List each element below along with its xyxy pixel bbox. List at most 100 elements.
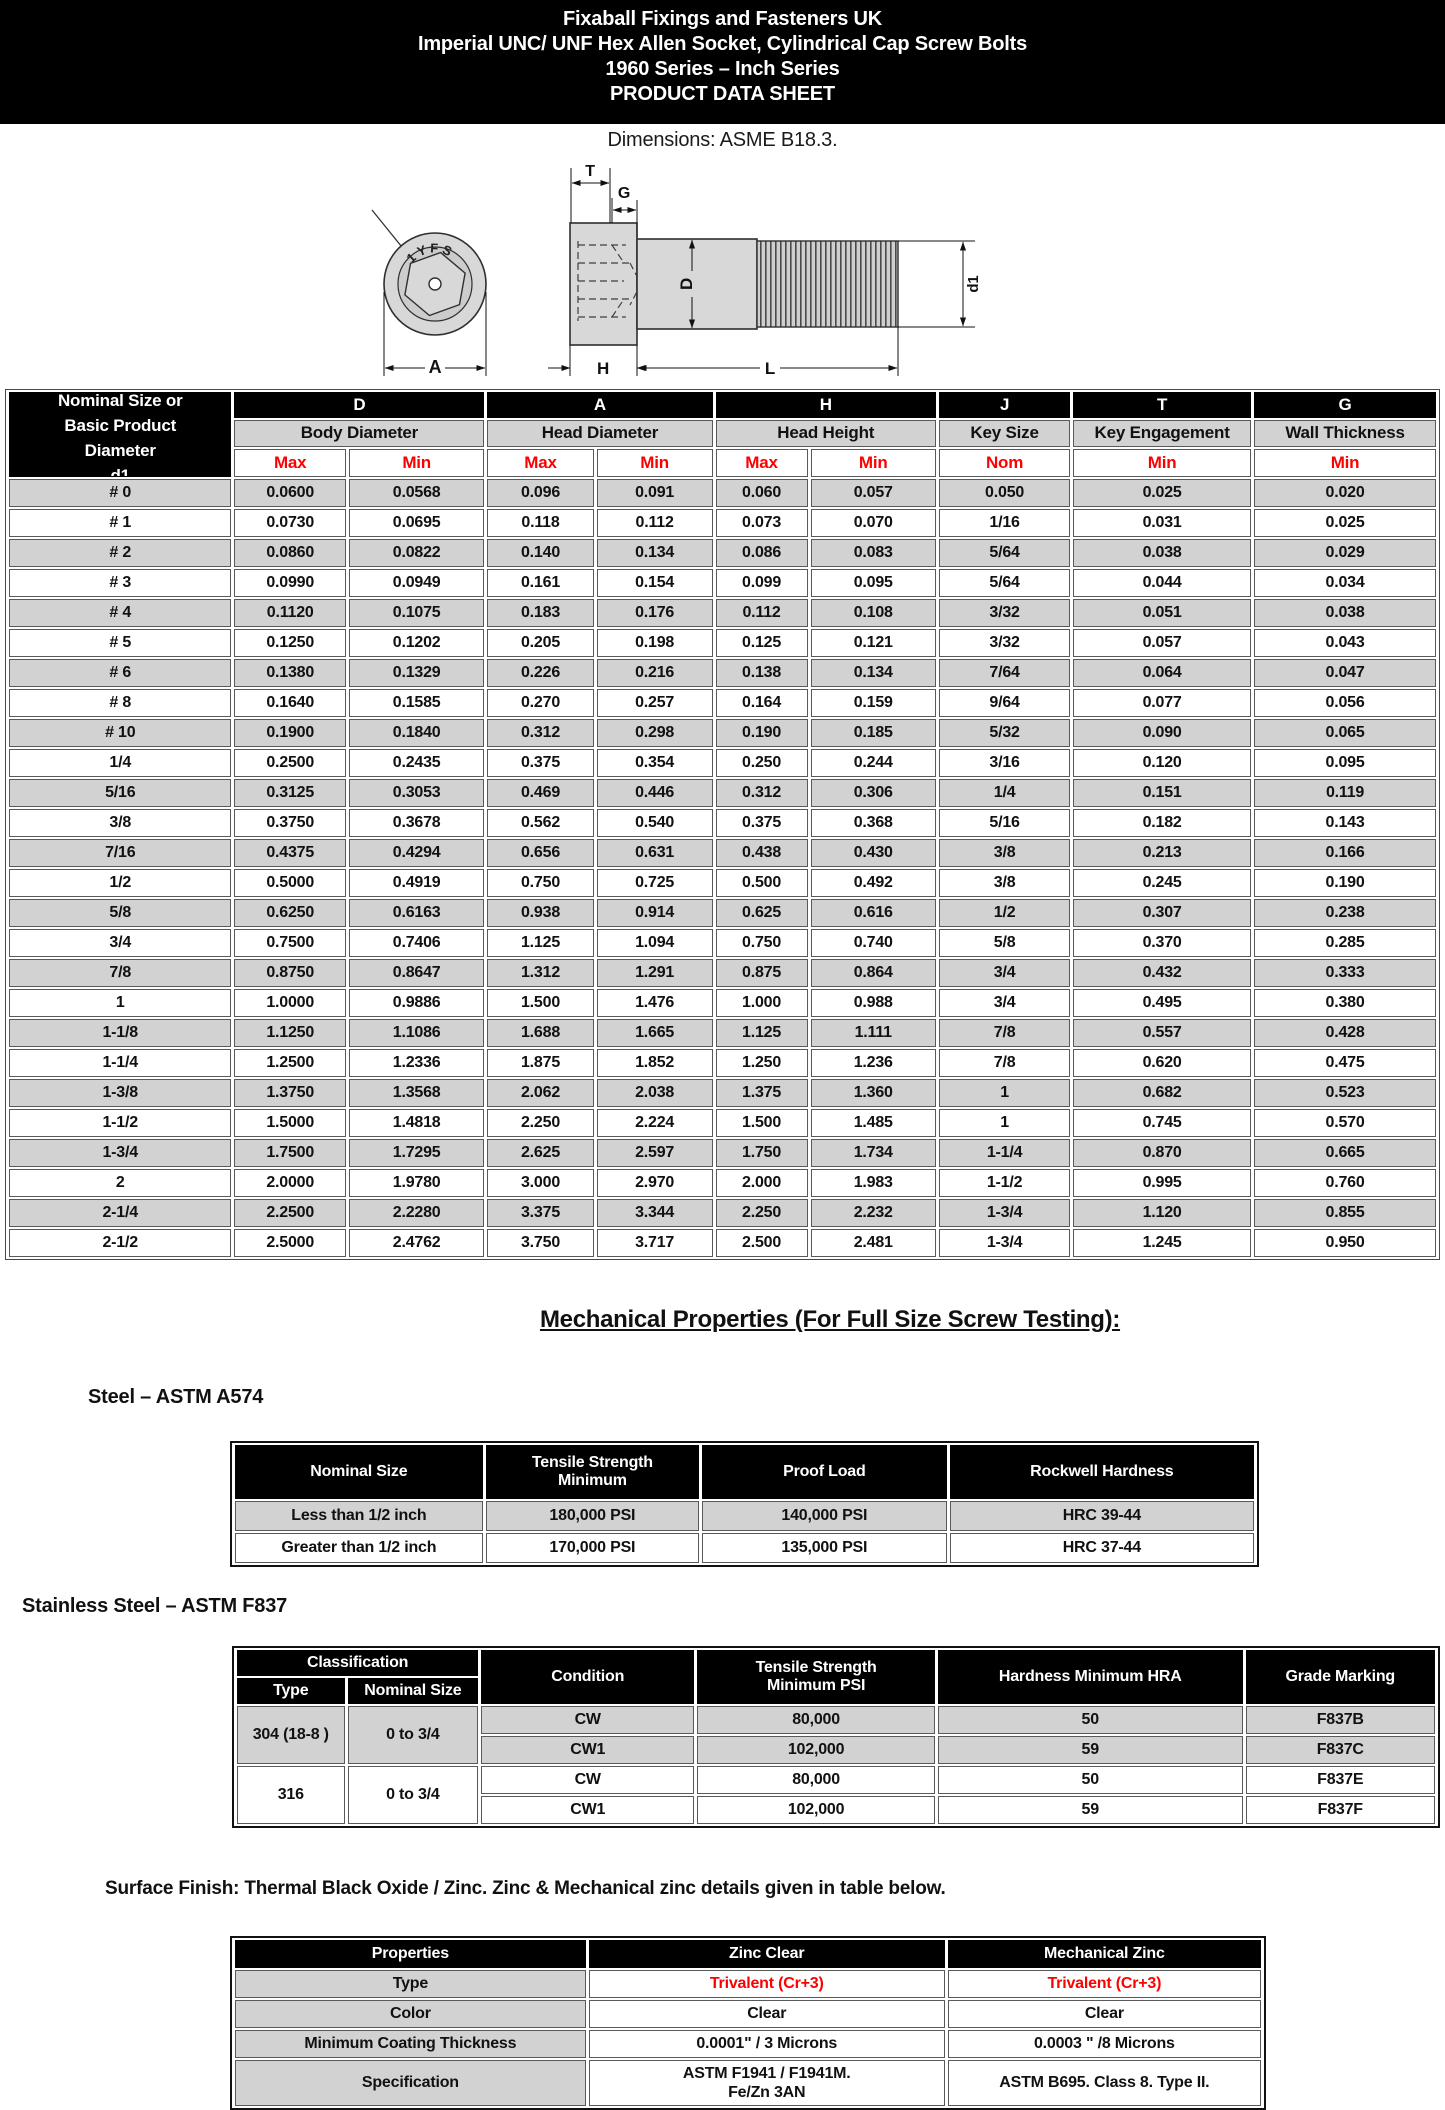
key-size-cell: 5/8 [938,929,1071,957]
nominal-size-cell: 1-1/2 [9,1109,232,1137]
spec-table-row: 1-1/4 1.2500 1.2336 1.875 1.852 1.250 1.… [9,1049,1436,1077]
sub-header-min: Min [348,449,485,477]
body-diameter-max-cell: 0.2500 [234,749,346,777]
head-diameter-max-cell: 0.205 [487,629,594,657]
head-diameter-max-cell: 0.938 [487,899,594,927]
nominal-size-cell: # 4 [9,599,232,627]
spec-table-row: # 10 0.1900 0.1840 0.312 0.298 0.190 0.1… [9,719,1436,747]
nominal-size-header: Nominal Size [347,1678,479,1704]
spec-table-row: 2 2.0000 1.9780 3.000 2.970 2.000 1.983 … [9,1169,1436,1197]
key-engagement-cell: 0.370 [1073,929,1252,957]
body-diameter-max-cell: 2.5000 [234,1229,346,1257]
nominal-size-cell: # 2 [9,539,232,567]
spec-table-row: 1-3/4 1.7500 1.7295 2.625 2.597 1.750 1.… [9,1139,1436,1167]
head-diameter-min-cell: 3.344 [596,1199,713,1227]
body-diameter-max-cell: 0.3125 [234,779,346,807]
key-size-cell: 7/64 [938,659,1071,687]
wall-thickness-cell: 0.029 [1254,539,1436,567]
proof-load-cell: 140,000 PSI [702,1501,947,1531]
zinc-clear-thickness: 0.0001" / 3 Microns [588,2030,945,2058]
head-height-min-cell: 0.095 [810,569,936,597]
dim-label-g: G [618,185,630,202]
dim-label-d: D [677,278,696,290]
head-height-min-cell: 0.864 [810,959,936,987]
group-letter-T: T [1073,392,1252,418]
key-size-cell: 3/4 [938,959,1071,987]
body-diameter-max-cell: 1.5000 [234,1109,346,1137]
key-size-cell: 7/8 [938,1049,1071,1077]
head-diameter-max-cell: 1.312 [487,959,594,987]
nominal-size-cell: 1-3/4 [9,1139,232,1167]
key-engagement-cell: 0.682 [1073,1079,1252,1107]
key-size-cell: 3/32 [938,629,1071,657]
body-diameter-max-cell: 0.1380 [234,659,346,687]
condition-header: Condition [481,1650,695,1704]
nominal-size-cell: 7/16 [9,839,232,867]
group-letter-D: D [234,392,485,418]
key-size-cell: 5/32 [938,719,1071,747]
stainless-row-304-cw: 304 (18-8 ) 0 to 3/4 CW 80,000 50 F837B [237,1706,1435,1764]
key-engagement-cell: 0.620 [1073,1049,1252,1077]
head-height-min-cell: 0.057 [810,479,936,507]
key-engagement-cell: 0.077 [1073,689,1252,717]
hardness-cell: HRC 39-44 [949,1501,1254,1531]
spec-table-row: 2-1/2 2.5000 2.4762 3.750 3.717 2.500 2.… [9,1229,1436,1257]
body-diameter-min-cell: 0.1329 [348,659,485,687]
classification-header: Classification [237,1650,479,1676]
nominal-size-cell: # 6 [9,659,232,687]
body-diameter-max-cell: 0.0860 [234,539,346,567]
body-diameter-max-cell: 1.7500 [234,1139,346,1167]
nominal-size-cell: 3/4 [9,929,232,957]
wall-thickness-cell: 0.025 [1254,509,1436,537]
head-diameter-max-cell: 0.183 [487,599,594,627]
spec-table-row: # 4 0.1120 0.1075 0.183 0.176 0.112 0.10… [9,599,1436,627]
body-diameter-min-cell: 1.3568 [348,1079,485,1107]
head-height-max-cell: 0.112 [715,599,808,627]
grade-marking-header: Grade Marking [1245,1650,1435,1704]
key-engagement-cell: 0.025 [1073,479,1252,507]
head-height-min-cell: 0.430 [810,839,936,867]
spec-table-row: # 5 0.1250 0.1202 0.205 0.198 0.125 0.12… [9,629,1436,657]
head-diameter-max-cell: 0.096 [487,479,594,507]
head-height-min-cell: 0.070 [810,509,936,537]
head-height-max-cell: 0.438 [715,839,808,867]
wall-thickness-cell: 0.020 [1254,479,1436,507]
head-height-min-cell: 0.244 [810,749,936,777]
body-diameter-min-cell: 1.7295 [348,1139,485,1167]
wall-thickness-cell: 0.760 [1254,1169,1436,1197]
body-diameter-min-cell: 0.0822 [348,539,485,567]
spec-table-row: 5/16 0.3125 0.3053 0.469 0.446 0.312 0.3… [9,779,1436,807]
key-engagement-cell: 0.064 [1073,659,1252,687]
zinc-clear-color: Clear [588,2000,945,2028]
body-diameter-max-cell: 1.3750 [234,1079,346,1107]
head-height-max-cell: 0.190 [715,719,808,747]
key-size-cell: 1/2 [938,899,1071,927]
head-diameter-max-cell: 0.118 [487,509,594,537]
key-size-cell: 5/64 [938,569,1071,597]
head-diameter-min-cell: 1.291 [596,959,713,987]
head-height-max-cell: 0.060 [715,479,808,507]
head-diameter-min-cell: 0.725 [596,869,713,897]
head-height-max-cell: 2.000 [715,1169,808,1197]
wall-thickness-cell: 0.665 [1254,1139,1436,1167]
head-height-max-cell: 0.086 [715,539,808,567]
key-size-cell: 1-3/4 [938,1199,1071,1227]
head-diameter-min-cell: 0.134 [596,539,713,567]
group-name-head-diameter: Head Diameter [487,419,713,448]
head-height-max-cell: 1.375 [715,1079,808,1107]
zinc-clear-type: Trivalent (Cr+3) [588,1970,945,1998]
group-name-head-height: Head Height [715,419,936,448]
nominal-size-cell: 1 [9,989,232,1017]
size-range-cell: Greater than 1/2 inch [235,1533,483,1563]
body-diameter-max-cell: 0.8750 [234,959,346,987]
key-engagement-cell: 0.432 [1073,959,1252,987]
group-name-body-diameter: Body Diameter [234,419,485,448]
tensile-cell: 102,000 [697,1736,935,1764]
sub-header-min: Min [810,449,936,477]
condition-cell: CW [481,1766,695,1794]
head-height-max-cell: 2.500 [715,1229,808,1257]
key-size-cell: 3/8 [938,839,1071,867]
head-diameter-min-cell: 0.446 [596,779,713,807]
sub-header-max: Max [234,449,346,477]
head-diameter-min-cell: 1.094 [596,929,713,957]
